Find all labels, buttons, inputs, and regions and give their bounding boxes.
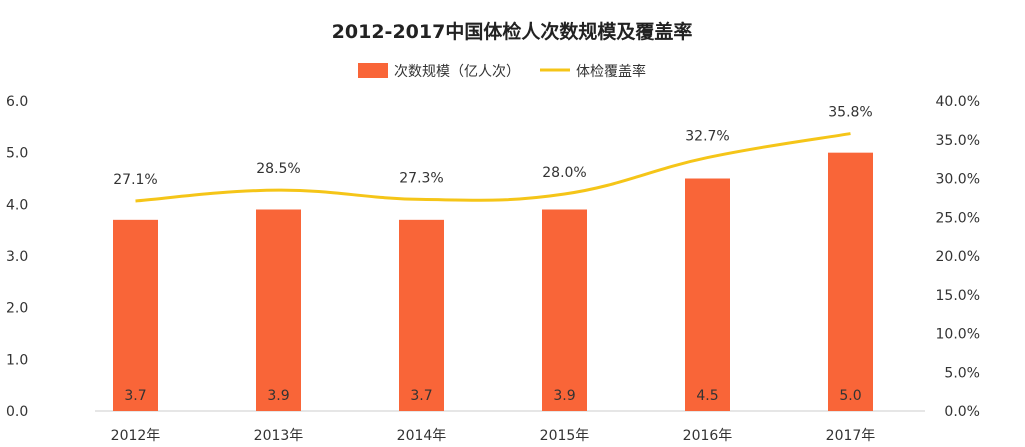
line-data-label: 32.7% bbox=[685, 129, 729, 145]
y-right-tick-label: 0.0% bbox=[944, 404, 980, 420]
y-right-tick-label: 25.0% bbox=[936, 210, 980, 226]
line-series: 27.1% 28.5% 27.3% 28.0% 32.7% 35.8% bbox=[113, 105, 873, 203]
y-left-tick-label: 5.0 bbox=[6, 146, 28, 162]
x-tick-label: 2015年 bbox=[540, 428, 590, 444]
bar-data-label: 3.7 bbox=[410, 388, 432, 404]
bar bbox=[256, 209, 301, 411]
bar-data-label: 5.0 bbox=[839, 388, 861, 404]
bar bbox=[113, 219, 158, 411]
x-axis: 2012年 2013年 2014年 2015年 2016年 2017年 bbox=[111, 428, 876, 444]
y-right-tick-label: 5.0% bbox=[944, 365, 980, 381]
y-right-tick-label: 30.0% bbox=[936, 172, 980, 188]
y-right-axis: 0.0% 5.0% 10.0% 15.0% 20.0% 25.0% 30.0% 35.0% 40… bbox=[936, 94, 980, 420]
legend-label-line: 体检覆盖率 bbox=[576, 63, 646, 80]
bar bbox=[685, 178, 730, 411]
x-tick-label: 2016年 bbox=[683, 428, 733, 444]
bar-data-label: 3.9 bbox=[553, 388, 575, 404]
line-data-label: 35.8% bbox=[828, 105, 872, 121]
bar bbox=[828, 152, 873, 411]
legend: 次数规模（亿人次） 体检覆盖率 bbox=[358, 63, 646, 80]
y-left-tick-label: 3.0 bbox=[6, 249, 28, 265]
y-left-axis: 0.0 1.0 2.0 3.0 4.0 5.0 6.0 bbox=[6, 94, 28, 420]
bar-data-label: 3.7 bbox=[124, 388, 146, 404]
bar-data-label: 4.5 bbox=[696, 388, 718, 404]
line-data-label: 28.0% bbox=[542, 165, 586, 181]
legend-swatch-bars bbox=[358, 63, 388, 78]
bar-series: 3.7 3.9 3.7 3.9 4.5 5.0 bbox=[113, 152, 873, 411]
y-left-tick-label: 6.0 bbox=[6, 94, 28, 110]
y-left-tick-label: 0.0 bbox=[6, 404, 28, 420]
line-data-label: 27.3% bbox=[399, 170, 443, 186]
legend-label-bars: 次数规模（亿人次） bbox=[394, 64, 520, 80]
bar-data-label: 3.9 bbox=[267, 388, 289, 404]
y-right-tick-label: 40.0% bbox=[936, 94, 980, 110]
x-tick-label: 2017年 bbox=[826, 428, 876, 444]
y-right-tick-label: 35.0% bbox=[936, 133, 980, 149]
y-left-tick-label: 2.0 bbox=[6, 301, 28, 317]
x-tick-label: 2012年 bbox=[111, 428, 161, 444]
y-right-tick-label: 15.0% bbox=[936, 288, 980, 304]
x-tick-label: 2013年 bbox=[254, 428, 304, 444]
chart-title: 2012-2017中国体检人次数规模及覆盖率 bbox=[332, 20, 693, 43]
x-tick-label: 2014年 bbox=[397, 428, 447, 444]
line-data-label: 27.1% bbox=[113, 172, 157, 188]
y-right-tick-label: 20.0% bbox=[936, 249, 980, 265]
bar bbox=[542, 209, 587, 411]
coverage-line bbox=[135, 132, 851, 203]
line-data-label: 28.5% bbox=[256, 161, 300, 177]
bar bbox=[399, 219, 444, 411]
y-right-tick-label: 10.0% bbox=[936, 327, 980, 343]
y-left-tick-label: 4.0 bbox=[6, 197, 28, 213]
y-left-tick-label: 1.0 bbox=[6, 352, 28, 368]
